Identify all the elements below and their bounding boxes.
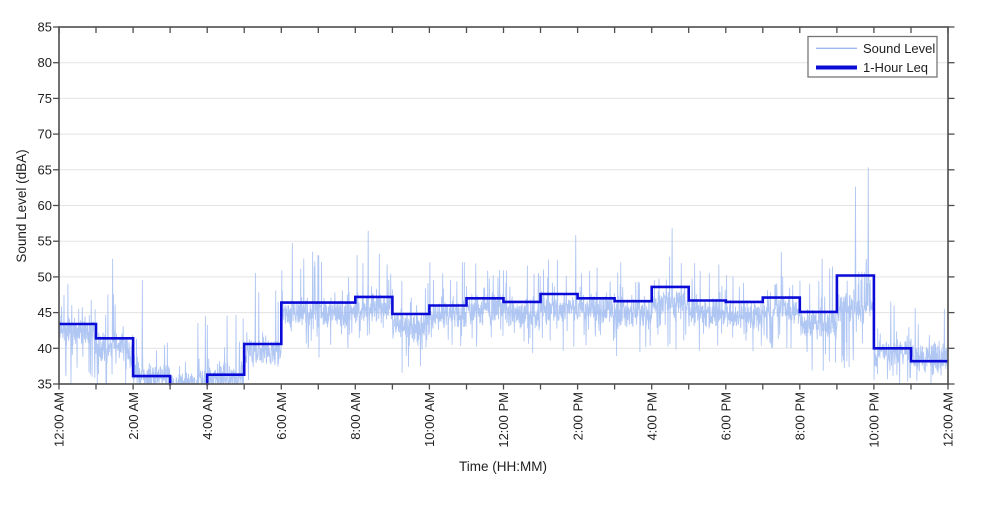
legend-item-sound-level: Sound Level	[816, 41, 935, 56]
x-tick-label: 12:00 AM	[52, 392, 67, 447]
y-tick-label: 35	[38, 377, 52, 392]
series-sound-level	[59, 167, 948, 385]
legend-label-sound-level: Sound Level	[863, 41, 935, 56]
leq-step-line	[59, 274, 948, 386]
x-tick-label: 12:00 PM	[496, 392, 511, 448]
y-tick-label: 45	[38, 305, 52, 320]
y-tick-label: 55	[38, 234, 52, 249]
y-tick-label: 75	[38, 91, 52, 106]
y-tick-label: 50	[38, 269, 52, 284]
y-tick-label: 60	[38, 198, 52, 213]
y-tick-label: 65	[38, 162, 52, 177]
x-tick-label: 6:00 AM	[274, 392, 289, 440]
plot-border	[58, 26, 949, 385]
y-tick-labels: 35 40 45 50 55 60 65 70 75 80 85	[38, 20, 52, 392]
x-tick-label: 4:00 AM	[200, 392, 215, 440]
x-tick-label: 12:00 AM	[941, 392, 956, 447]
x-tick-labels: 12:00 AM 2:00 AM 4:00 AM 6:00 AM 8:00 AM 10:0…	[52, 392, 956, 448]
legend-item-leq: 1-Hour Leq	[816, 60, 928, 75]
x-tick-label: 10:00 PM	[867, 392, 882, 448]
y-tick-label: 40	[38, 341, 52, 356]
x-tick-label: 6:00 PM	[719, 392, 734, 440]
y-tick-label: 70	[38, 127, 52, 142]
axis-ticks	[53, 26, 955, 390]
x-tick-label: 2:00 PM	[570, 392, 585, 440]
x-tick-label: 8:00 PM	[793, 392, 808, 440]
series-leq	[59, 274, 948, 386]
legend-label-leq: 1-Hour Leq	[863, 60, 928, 75]
legend-border	[807, 35, 938, 78]
y-axis-label: Sound Level (dBA)	[14, 149, 29, 262]
grid	[60, 62, 947, 349]
x-tick-label: 8:00 AM	[348, 392, 363, 440]
sound-level-trace	[59, 167, 948, 385]
x-axis-label: Time (HH:MM)	[459, 459, 547, 474]
y-tick-label: 85	[38, 20, 52, 35]
x-tick-label: 4:00 PM	[644, 392, 659, 440]
legend: Sound Level 1-Hour Leq	[807, 35, 938, 78]
x-tick-label: 2:00 AM	[126, 392, 141, 440]
x-tick-label: 10:00 AM	[422, 392, 437, 447]
y-tick-label: 80	[38, 55, 52, 70]
